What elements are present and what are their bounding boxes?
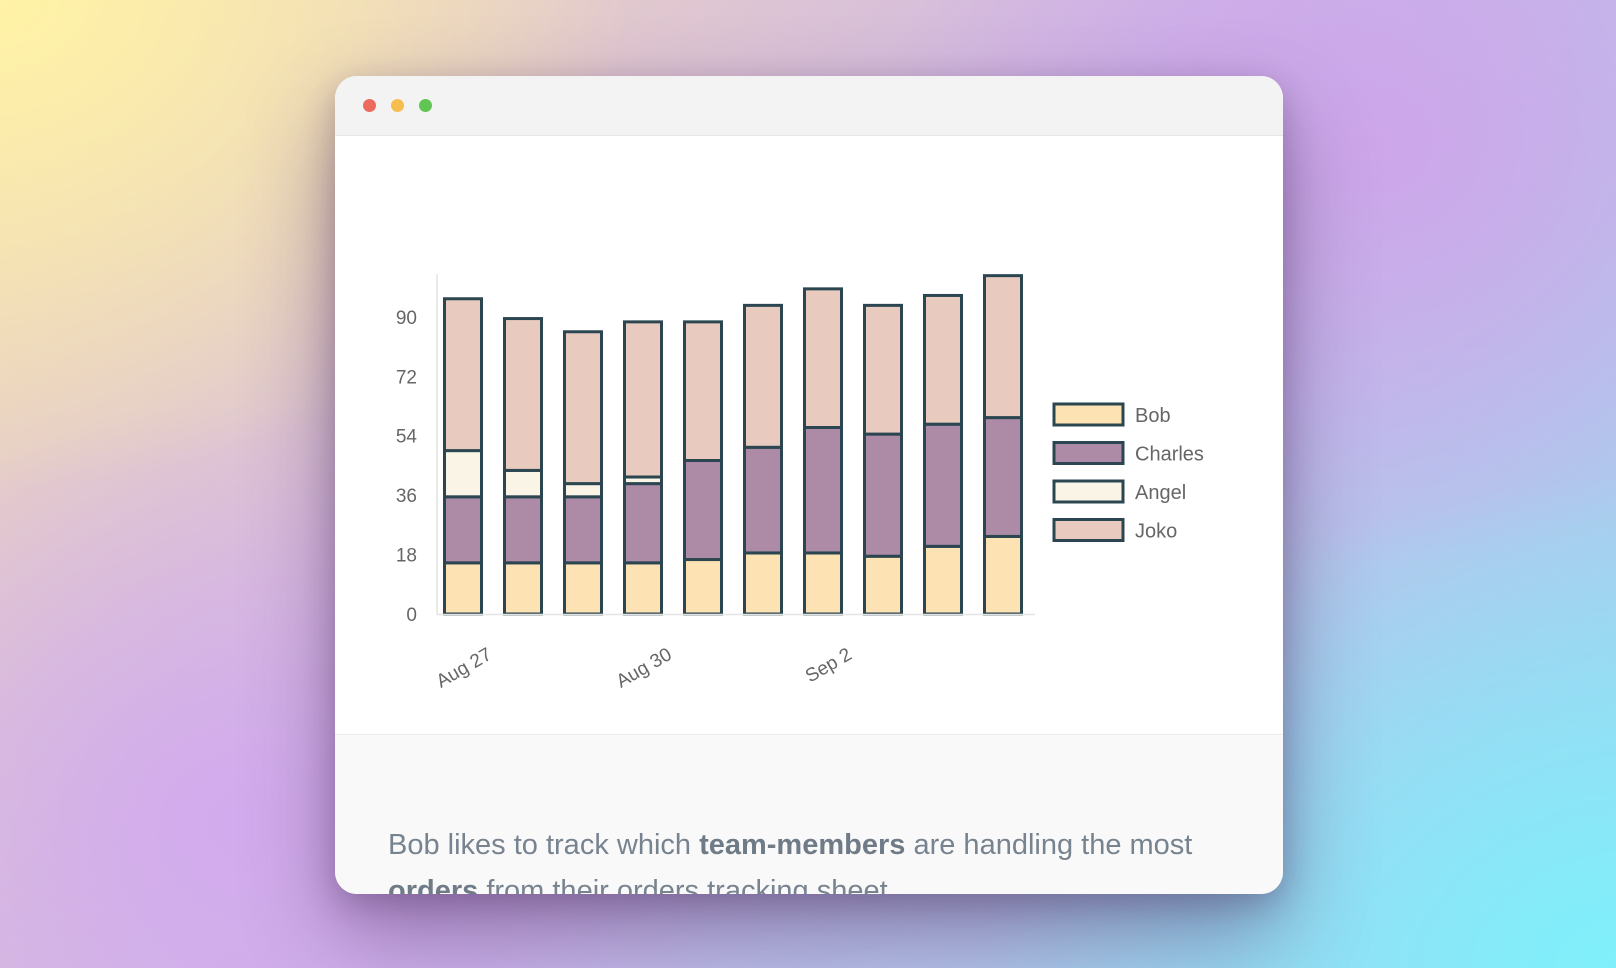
bar-segment-bob[interactable] [443,561,483,616]
legend-label-angel: Angel [1135,482,1186,504]
bar-segment-bob[interactable] [983,534,1023,616]
bar-segment-angel[interactable] [503,468,543,499]
chart-panel: 0 18 36 54 72 90 Aug 27 Aug 30 Sep 2 Bob Charles A… [335,136,1283,734]
close-window-button[interactable] [363,99,376,112]
bar-segment-bob[interactable] [683,558,723,616]
bar-segment-bob[interactable] [623,561,663,616]
bar-segment-charles[interactable] [743,445,783,555]
bar-segment-joko[interactable] [563,330,603,486]
bar-segment-angel[interactable] [443,449,483,499]
legend-label-bob: Bob [1135,405,1171,427]
x-tick-label: Sep 2 [802,644,856,687]
legend-swatch-angel [1052,479,1125,504]
legend-swatch-bob [1052,402,1125,427]
bar-segment-charles[interactable] [803,425,843,555]
bar-segment-charles[interactable] [503,495,543,565]
bar-segment-bob[interactable] [863,554,903,616]
app-window: 0 18 36 54 72 90 Aug 27 Aug 30 Sep 2 Bob Charles A… [335,76,1283,894]
bar-segment-bob[interactable] [923,544,963,616]
bar-segment-joko[interactable] [683,320,723,463]
y-tick-label: 54 [396,427,418,448]
legend-swatch-charles [1052,441,1125,465]
bar-segment-joko[interactable] [623,320,663,479]
bar-segment-bob[interactable] [803,551,843,616]
caption-text-3: from their orders tracking sheet. [478,875,896,894]
bar-segment-bob[interactable] [503,561,543,616]
bar-segment-joko[interactable] [923,293,963,426]
legend-label-joko: Joko [1135,521,1177,543]
description-text: Bob likes to track which team-members ar… [388,822,1228,894]
bar-segment-joko[interactable] [743,303,783,449]
x-tick-label: Aug 27 [433,644,496,692]
y-tick-label: 36 [396,486,417,507]
bar-segment-charles[interactable] [923,422,963,548]
caption-panel: Bob likes to track which team-members ar… [335,734,1283,894]
bar-segment-charles[interactable] [983,416,1023,538]
y-tick-label: 18 [396,546,417,567]
caption-highlight-team-members: team-members [699,829,906,861]
y-tick-label: 90 [396,308,417,329]
bar-segment-charles[interactable] [563,495,603,565]
bar-segment-joko[interactable] [983,274,1023,420]
title-bar [335,76,1283,136]
bar-segment-charles[interactable] [863,432,903,558]
bar-segment-charles[interactable] [443,495,483,565]
stacked-bar-chart: 0 18 36 54 72 90 Aug 27 Aug 30 Sep 2 Bob Charles A… [396,274,1204,692]
bar-segment-angel[interactable] [563,482,603,499]
caption-text-2: are handling the most [905,829,1193,861]
caption-text-1: Bob likes to track which [388,829,700,861]
zoom-window-button[interactable] [419,99,432,112]
bar-segment-joko[interactable] [503,317,543,472]
bar-segment-charles[interactable] [623,482,663,565]
bar-segment-bob[interactable] [743,551,783,616]
bar-segment-joko[interactable] [803,287,843,429]
bar-segment-charles[interactable] [683,459,723,562]
y-tick-label: 72 [396,367,417,388]
x-tick-label: Aug 30 [613,644,676,692]
y-tick-label: 0 [406,605,417,626]
bar-segment-joko[interactable] [863,303,903,436]
minimize-window-button[interactable] [391,99,404,112]
caption-highlight-orders: orders [388,875,479,894]
bar-segment-joko[interactable] [443,297,483,453]
legend-label-charles: Charles [1135,444,1204,466]
legend-swatch-joko [1052,518,1125,542]
bar-segment-bob[interactable] [563,561,603,616]
